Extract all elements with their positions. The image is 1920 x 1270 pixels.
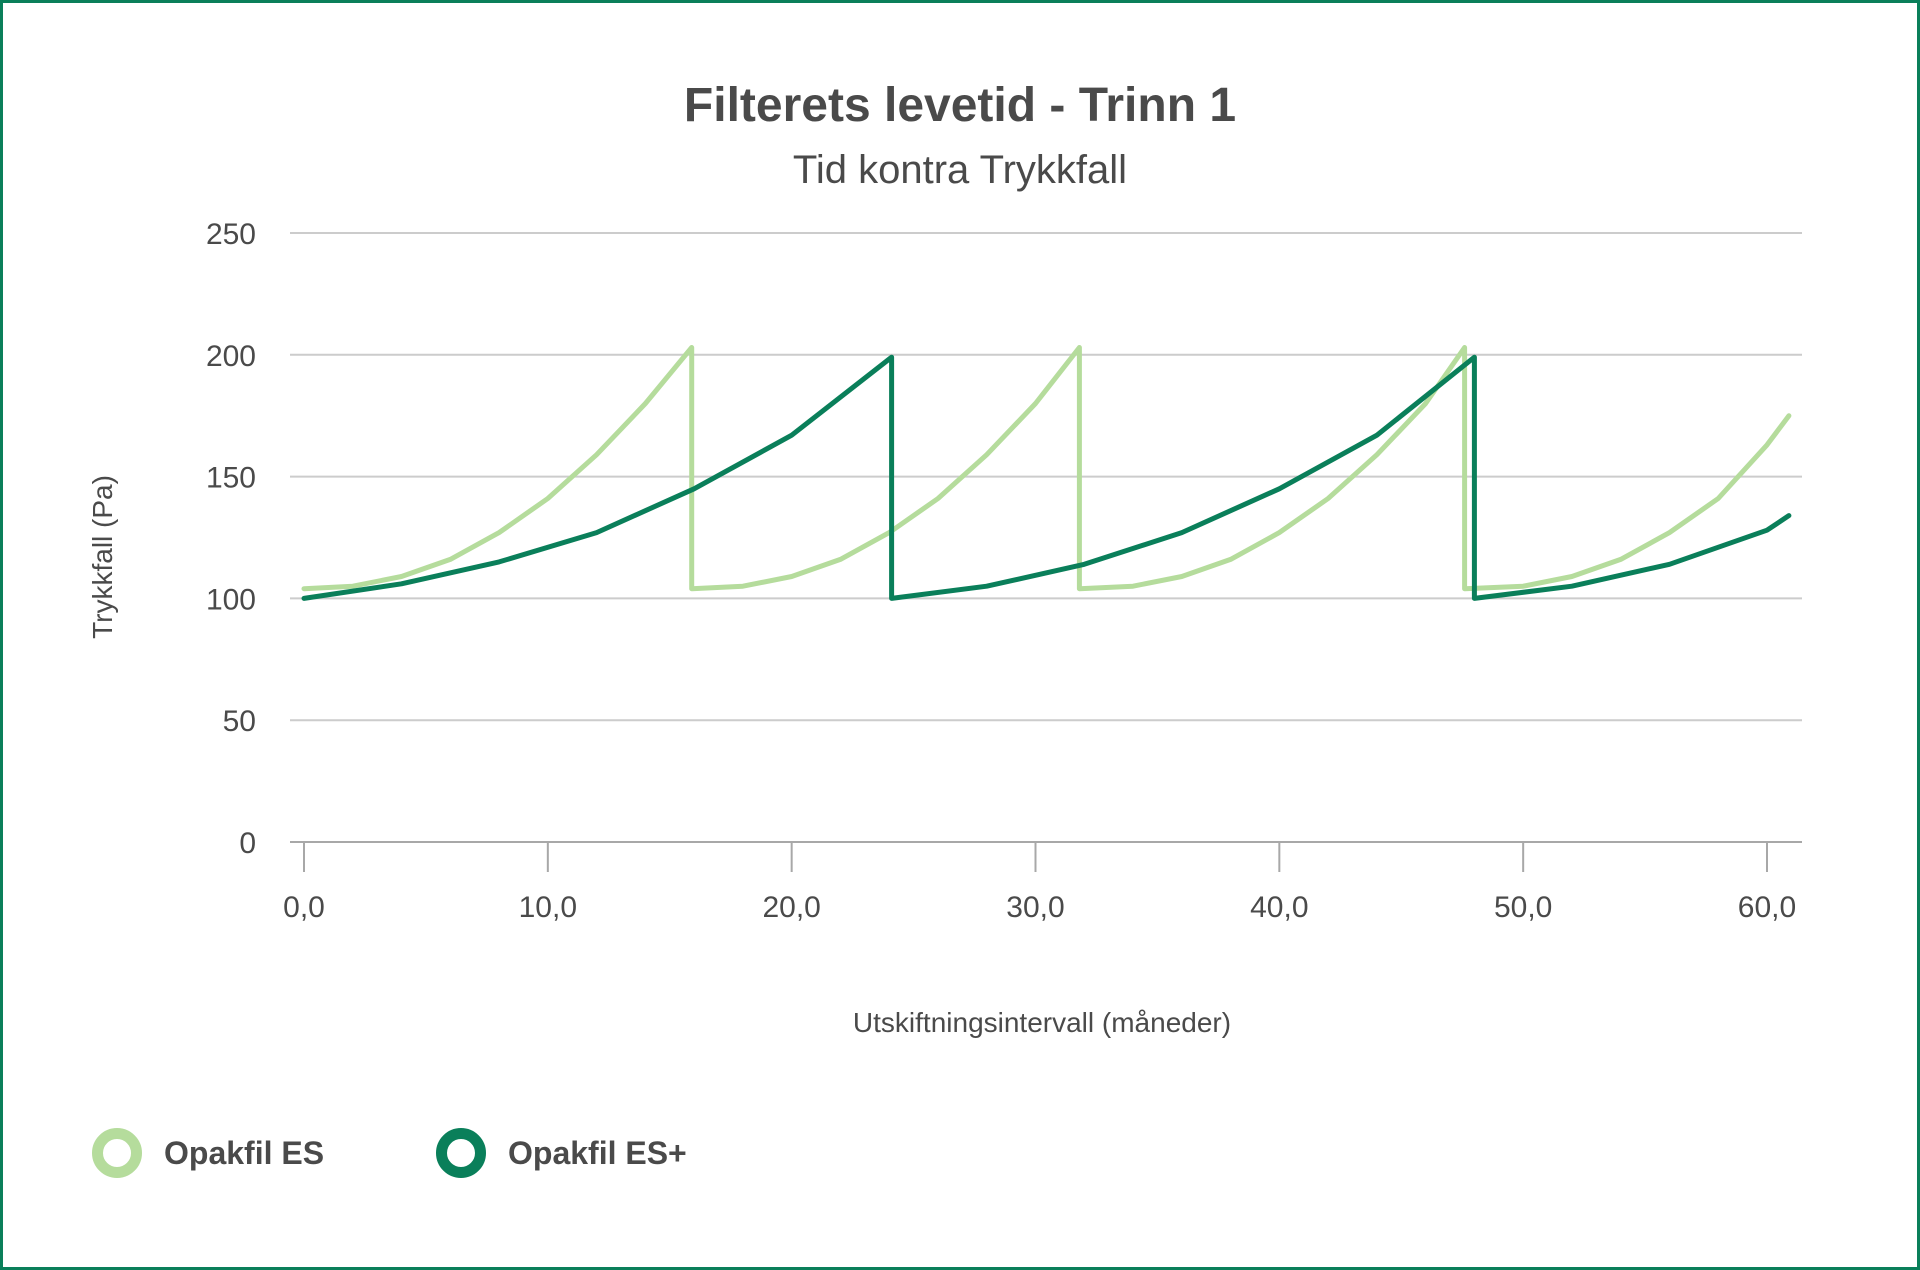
x-tick-label: 20,0: [762, 891, 820, 924]
legend-label-es: Opakfil ES: [164, 1134, 325, 1171]
legend-marker-es-plus: [436, 1128, 486, 1178]
x-tick-label: 60,0: [1738, 891, 1796, 924]
y-tick-label: 50: [223, 705, 256, 738]
legend-item-es: Opakfil ES: [92, 1128, 324, 1178]
x-tick-label: 0,0: [283, 891, 325, 924]
y-axis-title: Trykkfall (Pa): [87, 475, 118, 639]
legend-marker-es: [92, 1128, 142, 1178]
series-line-opakfil-es-plus: [301, 354, 1792, 601]
chart-subtitle: Tid kontra Trykkfall: [792, 148, 1128, 192]
x-tick-label: 10,0: [519, 891, 577, 924]
x-tick-label: 40,0: [1250, 891, 1308, 924]
series-line-opakfil-es: [301, 345, 1792, 592]
x-tick-label: 50,0: [1494, 891, 1552, 924]
y-tick-label: 200: [206, 340, 256, 373]
legend-item-es-plus: Opakfil ES+: [436, 1128, 687, 1178]
x-axis-title: Utskiftningsintervall (måneder): [853, 1007, 1231, 1038]
y-tick-label: 250: [206, 218, 256, 251]
y-tick-label: 150: [206, 462, 256, 495]
chart-title: Filterets levetid - Trinn 1: [683, 79, 1237, 132]
y-tick-label: 0: [239, 827, 256, 860]
x-tick-label: 30,0: [1006, 891, 1064, 924]
legend-label-es-plus: Opakfil ES+: [508, 1134, 687, 1171]
y-tick-label: 100: [206, 583, 256, 616]
